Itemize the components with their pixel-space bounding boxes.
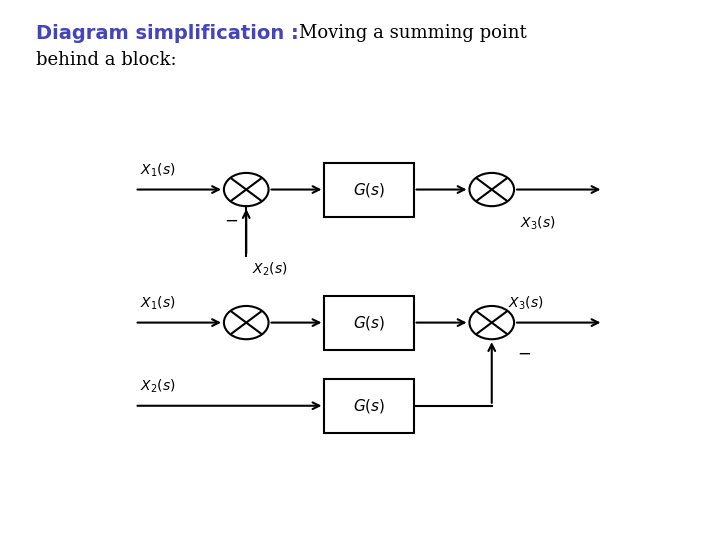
Text: Moving a summing point: Moving a summing point <box>299 24 526 42</box>
Text: $X_1(s)$: $X_1(s)$ <box>140 295 176 312</box>
Bar <box>324 379 413 433</box>
Text: $G(s)$: $G(s)$ <box>353 397 385 415</box>
Text: $X_2(s)$: $X_2(s)$ <box>252 260 287 278</box>
Text: $X_3(s)$: $X_3(s)$ <box>508 295 544 312</box>
Text: $X_1(s)$: $X_1(s)$ <box>140 162 176 179</box>
Text: $-$: $-$ <box>224 211 238 228</box>
Text: $G(s)$: $G(s)$ <box>353 180 385 199</box>
Bar <box>324 163 413 217</box>
Text: Diagram simplification :: Diagram simplification : <box>36 24 305 43</box>
Text: $-$: $-$ <box>517 343 531 361</box>
Bar <box>324 295 413 349</box>
Text: $G(s)$: $G(s)$ <box>353 314 385 332</box>
Text: behind a block:: behind a block: <box>36 51 176 69</box>
Text: $X_2(s)$: $X_2(s)$ <box>140 378 176 395</box>
Text: $X_3(s)$: $X_3(s)$ <box>520 214 555 232</box>
